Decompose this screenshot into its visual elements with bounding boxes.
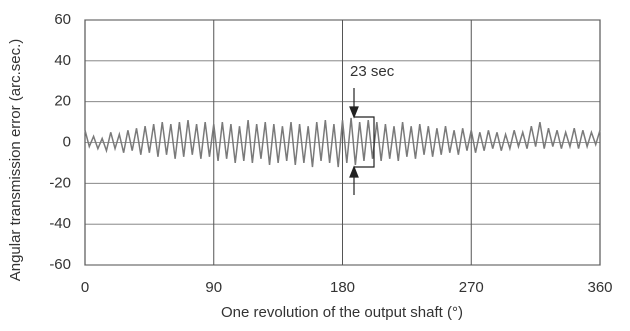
y-tick-label: -60 bbox=[49, 256, 71, 273]
x-tick-label: 0 bbox=[81, 279, 89, 296]
annotation: 23 sec bbox=[350, 63, 395, 80]
y-tick-label: 0 bbox=[63, 133, 71, 150]
y-tick-label: 20 bbox=[54, 93, 71, 110]
y-tick-label: -40 bbox=[49, 215, 71, 232]
y-tick-label: -20 bbox=[49, 174, 71, 191]
x-tick-label: 180 bbox=[330, 279, 355, 296]
x-tick-label: 90 bbox=[205, 279, 222, 296]
x-tick-label: 270 bbox=[459, 279, 484, 296]
x-axis-label: One revolution of the output shaft (°) bbox=[221, 304, 463, 321]
y-axis-label: Angular transmission error (arc.sec.) bbox=[7, 39, 24, 282]
line bbox=[84, 117, 601, 168]
y-tick-label: 40 bbox=[54, 52, 71, 69]
x-tick-label: 360 bbox=[587, 279, 612, 296]
annotation-arrows bbox=[349, 88, 375, 195]
y-tick-label: 60 bbox=[54, 11, 71, 28]
